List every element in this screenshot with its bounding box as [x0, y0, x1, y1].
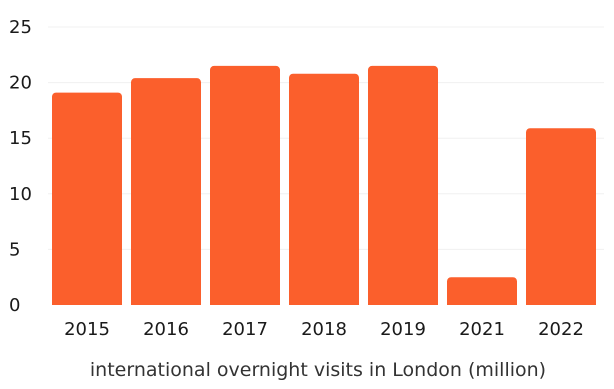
x-tick-label-2022: 2022: [538, 319, 584, 340]
bar-2015: [52, 92, 122, 305]
x-axis-ticks: 2015 2016 2017 2018 2019 2021 2022: [64, 319, 584, 340]
x-tick-label-2015: 2015: [64, 319, 110, 340]
x-tick-label-2016: 2016: [143, 319, 189, 340]
bar-base-2016: [131, 301, 201, 305]
x-tick-label-2018: 2018: [301, 319, 347, 340]
x-tick-label-2019: 2019: [380, 319, 426, 340]
x-axis-label: international overnight visits in London…: [90, 359, 546, 381]
bar-2021: [447, 277, 517, 305]
y-axis-ticks: 0 5 10 15 20 25: [9, 17, 32, 316]
bar-2017: [210, 65, 280, 305]
y-tick-label-0: 0: [9, 295, 20, 316]
bar-base-2018: [289, 301, 359, 305]
y-tick-label-10: 10: [9, 184, 32, 205]
bar-base-2022: [526, 301, 596, 305]
y-tick-label-15: 15: [9, 128, 32, 149]
bar-base-2019: [368, 301, 438, 305]
y-tick-label-25: 25: [9, 17, 32, 38]
x-tick-label-2017: 2017: [222, 319, 268, 340]
bar-base-2017: [210, 301, 280, 305]
bars: [52, 65, 596, 305]
bar-2019: [368, 65, 438, 305]
bar-2022: [526, 128, 596, 305]
bar-base-2021: [447, 301, 517, 305]
y-tick-label-5: 5: [9, 239, 20, 260]
y-tick-label-20: 20: [9, 73, 32, 94]
bar-base-2015: [52, 301, 122, 305]
x-tick-label-2021: 2021: [459, 319, 505, 340]
bar-2018: [289, 73, 359, 305]
bar-2016: [131, 78, 201, 305]
